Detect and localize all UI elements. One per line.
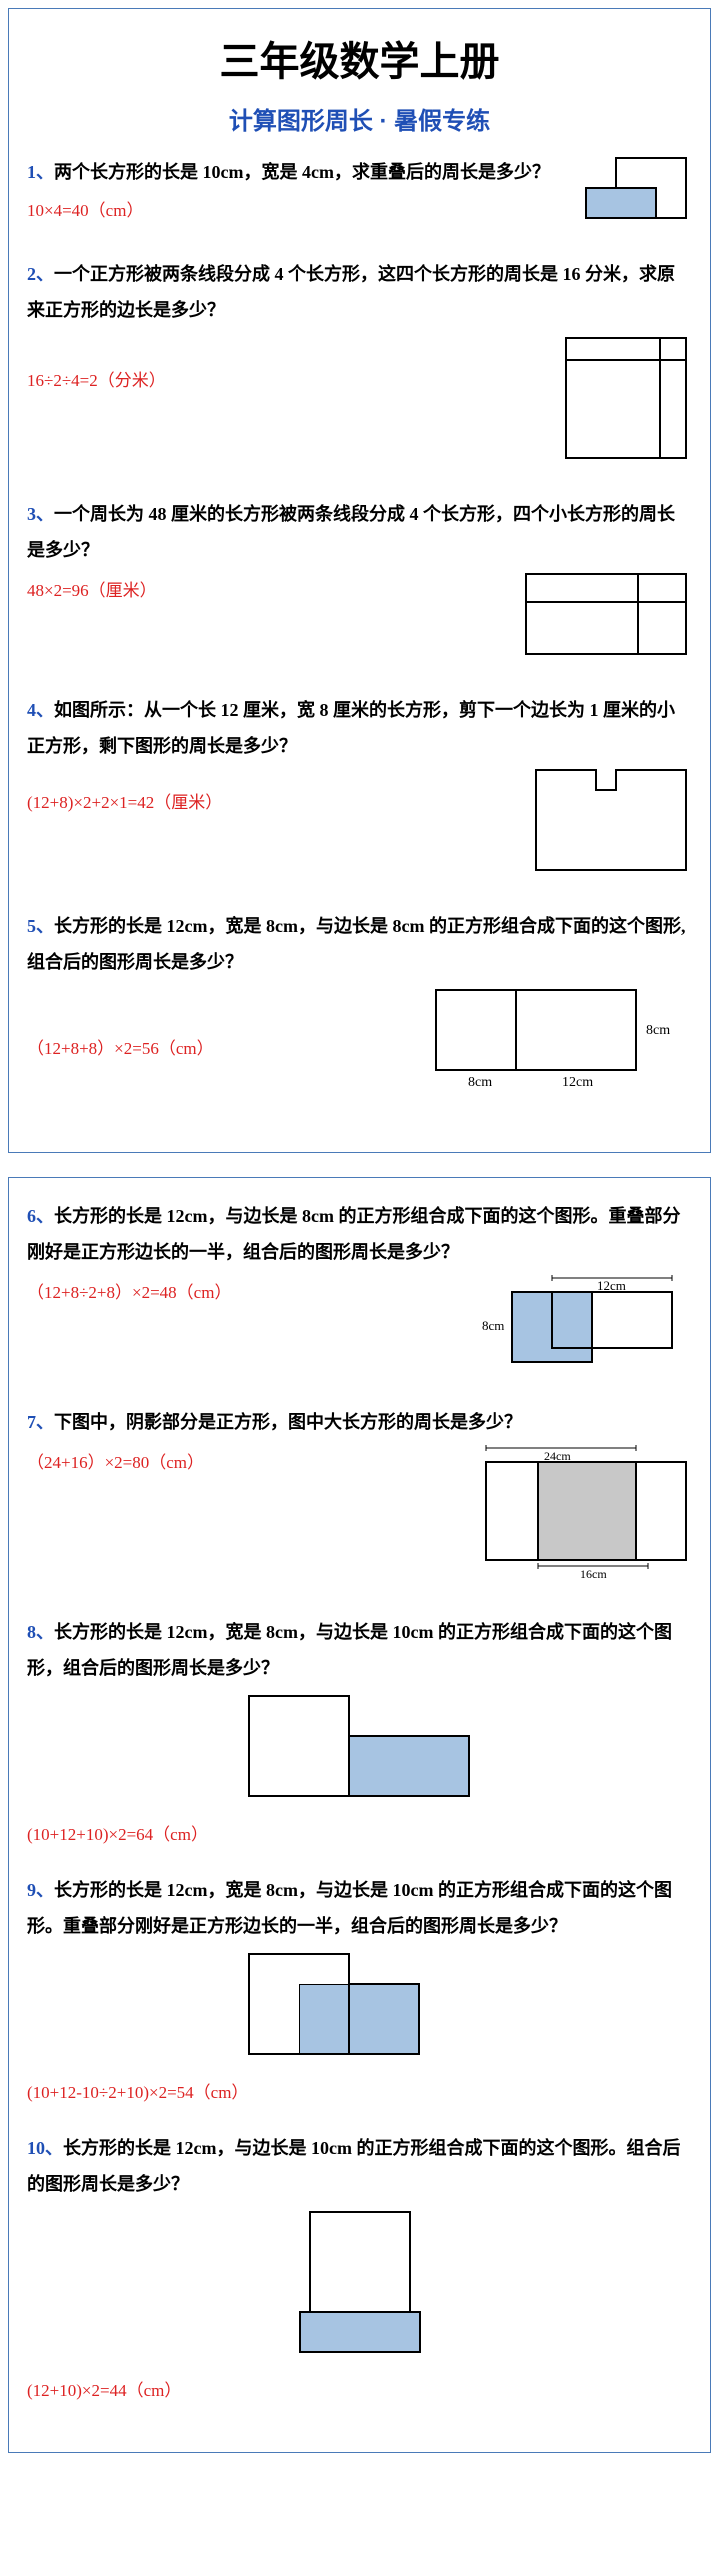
q7-label-24cm: 24cm (544, 1449, 571, 1463)
q6-figure: 12cm 8cm (482, 1272, 692, 1384)
q1-num: 1、 (27, 162, 54, 182)
q10-figure (290, 2208, 430, 2370)
q4-answer: (12+8)×2+2×1=42（厘米） (27, 786, 516, 820)
q7-num: 7、 (27, 1412, 54, 1432)
q10-num: 10、 (27, 2138, 63, 2158)
problem-9: 9、长方形的长是 12cm，宽是 8cm，与边长是 10cm 的正方形组合成下面… (27, 1872, 692, 2110)
q10-answer: (12+10)×2=44（cm） (27, 2374, 692, 2408)
q3-num: 3、 (27, 504, 54, 524)
q9-text: 长方形的长是 12cm，宽是 8cm，与边长是 10cm 的正方形组合成下面的这… (27, 1880, 672, 1936)
q5-text: 长方形的长是 12cm，宽是 8cm，与边长是 8cm 的正方形组合成下面的这个… (27, 916, 685, 972)
q3-figure (522, 570, 692, 672)
q1-text: 两个长方形的长是 10cm，宽是 4cm，求重叠后的周长是多少？ (54, 162, 550, 182)
q4-num: 4、 (27, 700, 54, 720)
q7-text: 下图中，阴影部分是正方形，图中大长方形的周长是多少？ (54, 1412, 522, 1432)
q2-text: 一个正方形被两条线段分成 4 个长方形，这四个长方形的周长是 16 分米，求原来… (27, 264, 675, 320)
q4-text: 如图所示：从一个长 12 厘米，宽 8 厘米的长方形，剪下一个边长为 1 厘米的… (27, 700, 675, 756)
q6-label-8cm: 8cm (482, 1318, 504, 1333)
q9-figure (245, 1950, 475, 2072)
q3-answer: 48×2=96（厘米） (27, 574, 506, 608)
q8-num: 8、 (27, 1622, 54, 1642)
q2-answer: 16÷2÷4=2（分米） (27, 364, 546, 398)
q7-figure: 24cm 16cm (482, 1442, 692, 1594)
q5-label-8cm: 8cm (468, 1075, 492, 1090)
problem-5: 5、长方形的长是 12cm，宽是 8cm，与边长是 8cm 的正方形组合成下面的… (27, 908, 692, 1108)
q6-text: 长方形的长是 12cm，与边长是 8cm 的正方形组合成下面的这个图形。重叠部分… (27, 1206, 680, 1262)
q7-label-16cm: 16cm (580, 1567, 607, 1581)
q3-text: 一个周长为 48 厘米的长方形被两条线段分成 4 个长方形，四个小长方形的周长是… (27, 504, 675, 560)
q6-label-12cm: 12cm (597, 1278, 626, 1293)
q8-answer: (10+12+10)×2=64（cm） (27, 1818, 692, 1852)
problem-3: 3、一个周长为 48 厘米的长方形被两条线段分成 4 个长方形，四个小长方形的周… (27, 496, 692, 672)
q5-label-12cm: 12cm (562, 1075, 593, 1090)
subtitle: 计算图形周长 · 暑假专练 (27, 101, 692, 136)
q1-answer: 10×4=40（cm） (27, 194, 566, 228)
q9-answer: (10+12-10÷2+10)×2=54（cm） (27, 2076, 692, 2110)
q6-num: 6、 (27, 1206, 54, 1226)
q4-figure (532, 766, 692, 888)
main-title: 三年级数学上册 (27, 29, 692, 87)
problem-2: 2、一个正方形被两条线段分成 4 个长方形，这四个长方形的周长是 16 分米，求… (27, 256, 692, 476)
page-2: 6、长方形的长是 12cm，与边长是 8cm 的正方形组合成下面的这个图形。重叠… (8, 1177, 711, 2453)
q5-figure: 8cm 12cm 8cm (432, 986, 692, 1108)
problem-4: 4、如图所示：从一个长 12 厘米，宽 8 厘米的长方形，剪下一个边长为 1 厘… (27, 692, 692, 888)
page-1: 三年级数学上册 计算图形周长 · 暑假专练 1、两个长方形的长是 10cm，宽是… (8, 8, 711, 1153)
problem-10: 10、长方形的长是 12cm，与边长是 10cm 的正方形组合成下面的这个图形。… (27, 2130, 692, 2408)
q10-text: 长方形的长是 12cm，与边长是 10cm 的正方形组合成下面的这个图形。组合后… (27, 2138, 680, 2194)
problem-1: 1、两个长方形的长是 10cm，宽是 4cm，求重叠后的周长是多少？ 10×4=… (27, 154, 692, 236)
q5-answer: （12+8+8）×2=56（cm） (27, 1032, 416, 1066)
q2-figure (562, 334, 692, 476)
q5-num: 5、 (27, 916, 54, 936)
q5-label-8cm-h: 8cm (646, 1023, 670, 1038)
q7-answer: （24+16）×2=80（cm） (27, 1446, 466, 1480)
q2-num: 2、 (27, 264, 54, 284)
problem-7: 7、下图中，阴影部分是正方形，图中大长方形的周长是多少？ （24+16）×2=8… (27, 1404, 692, 1594)
problem-8: 8、长方形的长是 12cm，宽是 8cm，与边长是 10cm 的正方形组合成下面… (27, 1614, 692, 1852)
q1-figure (582, 154, 692, 236)
q8-text: 长方形的长是 12cm，宽是 8cm，与边长是 10cm 的正方形组合成下面的这… (27, 1622, 672, 1678)
q9-num: 9、 (27, 1880, 54, 1900)
problem-6: 6、长方形的长是 12cm，与边长是 8cm 的正方形组合成下面的这个图形。重叠… (27, 1198, 692, 1384)
q6-answer: （12+8÷2+8）×2=48（cm） (27, 1276, 466, 1310)
q8-figure (245, 1692, 475, 1814)
